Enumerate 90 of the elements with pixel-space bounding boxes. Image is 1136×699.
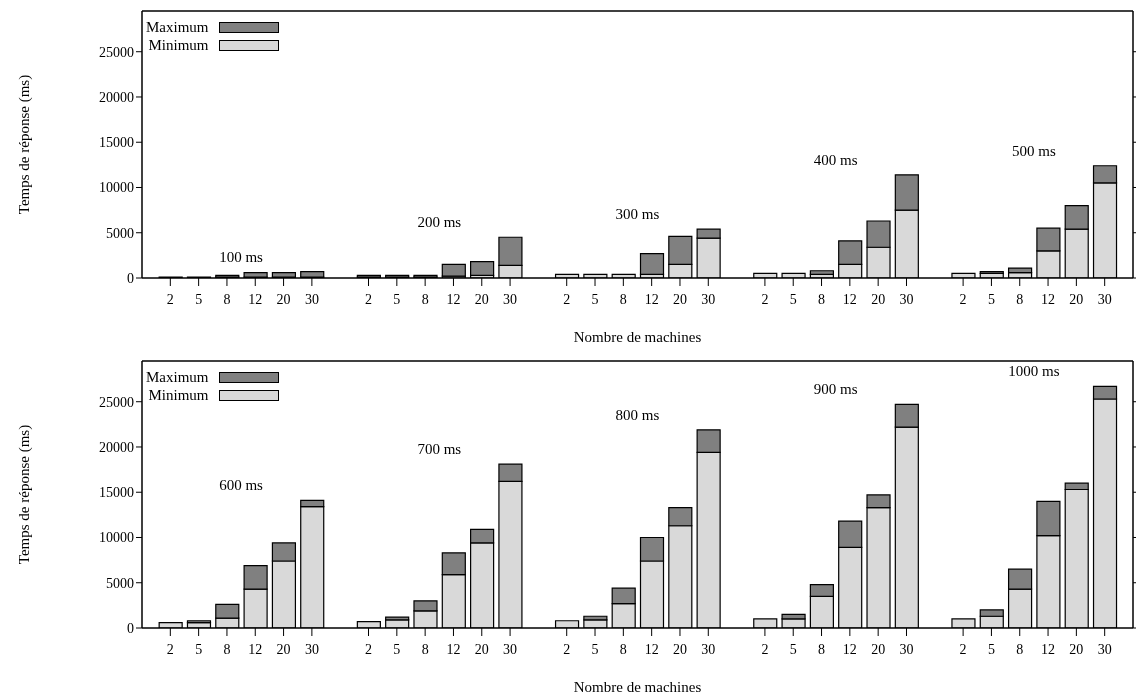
x-tick-label: 30 [899, 291, 914, 307]
x-tick-label: 30 [1097, 291, 1112, 307]
y-tick-label: 5000 [106, 225, 134, 241]
x-tick-label: 20 [276, 641, 291, 657]
x-tick-label: 30 [304, 291, 319, 307]
x-tick-label: 12 [1041, 291, 1056, 307]
x-tick-label: 12 [446, 641, 461, 657]
y-axis-title: Temps de réponse (ms) [16, 424, 34, 565]
x-tick-label: 2 [761, 641, 769, 657]
x-tick-label: 12 [644, 291, 659, 307]
x-tick-label: 2 [365, 291, 373, 307]
x-tick-label: 2 [166, 291, 174, 307]
x-tick-label: 12 [248, 641, 263, 657]
x-tick-label: 20 [474, 291, 489, 307]
x-tick-label: 20 [672, 291, 687, 307]
x-tick-label: 30 [1097, 641, 1112, 657]
y-tick-label: 20000 [99, 439, 134, 455]
x-tick-label: 20 [474, 641, 489, 657]
x-tick-label: 12 [1041, 641, 1056, 657]
y-axis-title: Temps de réponse (ms) [16, 74, 34, 215]
x-tick-label: 30 [503, 641, 518, 657]
x-tick-label: 20 [871, 291, 886, 307]
x-tick-label: 5 [987, 641, 995, 657]
x-tick-label: 12 [446, 291, 461, 307]
x-tick-label: 20 [276, 291, 291, 307]
legend-label: Maximum [146, 18, 209, 36]
x-tick-label: 5 [195, 291, 203, 307]
legend-label: Minimum [148, 386, 209, 404]
x-tick-label: 8 [818, 641, 826, 657]
x-tick-label: 12 [644, 641, 659, 657]
x-tick-label: 8 [223, 641, 231, 657]
y-tick-label: 10000 [99, 530, 134, 546]
x-tick-label: 5 [789, 291, 797, 307]
annotation: 500 ms [1012, 142, 1056, 159]
legend-label: Minimum [148, 36, 209, 54]
x-tick-label: 30 [701, 641, 716, 657]
x-tick-label: 2 [166, 641, 174, 657]
x-tick-label: 30 [899, 641, 914, 657]
x-tick-label: 8 [619, 641, 627, 657]
y-tick-label: 25000 [99, 44, 134, 60]
y-tick-label: 20000 [99, 89, 134, 105]
x-tick-label: 8 [421, 291, 429, 307]
y-tick-label: 5000 [106, 575, 134, 591]
x-tick-label: 20 [1069, 291, 1084, 307]
legend-label: Maximum [146, 368, 209, 386]
x-tick-label: 2 [959, 641, 967, 657]
annotation: 700 ms [417, 441, 462, 458]
x-tick-label: 2 [563, 641, 571, 657]
x-tick-label: 20 [871, 641, 886, 657]
x-tick-label: 8 [1016, 291, 1024, 307]
x-tick-label: 2 [365, 641, 373, 657]
annotation: 600 ms [219, 477, 264, 494]
x-tick-label: 5 [591, 291, 599, 307]
x-tick-label: 30 [701, 291, 716, 307]
y-tick-label: 15000 [99, 135, 134, 151]
annotation: 100 ms [219, 248, 264, 265]
x-tick-label: 12 [842, 291, 857, 307]
annotation: 300 ms [615, 206, 660, 223]
y-tick-label: 0 [127, 620, 134, 636]
x-tick-label: 30 [503, 291, 518, 307]
x-tick-label: 8 [1016, 641, 1024, 657]
y-tick-label: 25000 [99, 394, 134, 410]
x-tick-label: 5 [393, 641, 401, 657]
y-tick-label: 15000 [99, 485, 134, 501]
x-axis-title: Nombre de machines [573, 679, 702, 695]
x-tick-label: 12 [842, 641, 857, 657]
annotation: 900 ms [813, 381, 858, 398]
x-tick-label: 2 [563, 291, 571, 307]
x-tick-label: 8 [818, 291, 826, 307]
x-axis-title: Nombre de machines [573, 329, 702, 345]
x-tick-label: 12 [248, 291, 263, 307]
y-tick-label: 10000 [99, 180, 134, 196]
x-tick-label: 5 [393, 291, 401, 307]
annotation: 200 ms [417, 214, 462, 231]
x-tick-label: 20 [1069, 641, 1084, 657]
x-tick-label: 5 [987, 291, 995, 307]
annotation: 800 ms [615, 406, 660, 423]
x-tick-label: 2 [761, 291, 769, 307]
x-tick-label: 5 [195, 641, 203, 657]
x-tick-label: 8 [223, 291, 231, 307]
x-tick-label: 2 [959, 291, 967, 307]
x-tick-label: 30 [304, 641, 319, 657]
x-tick-label: 8 [421, 641, 429, 657]
x-tick-label: 8 [619, 291, 627, 307]
annotation: 400 ms [813, 151, 858, 168]
x-tick-label: 5 [591, 641, 599, 657]
y-tick-label: 0 [127, 270, 134, 286]
x-tick-label: 5 [789, 641, 797, 657]
annotation: 1000 ms [1008, 363, 1060, 380]
x-tick-label: 20 [672, 641, 687, 657]
